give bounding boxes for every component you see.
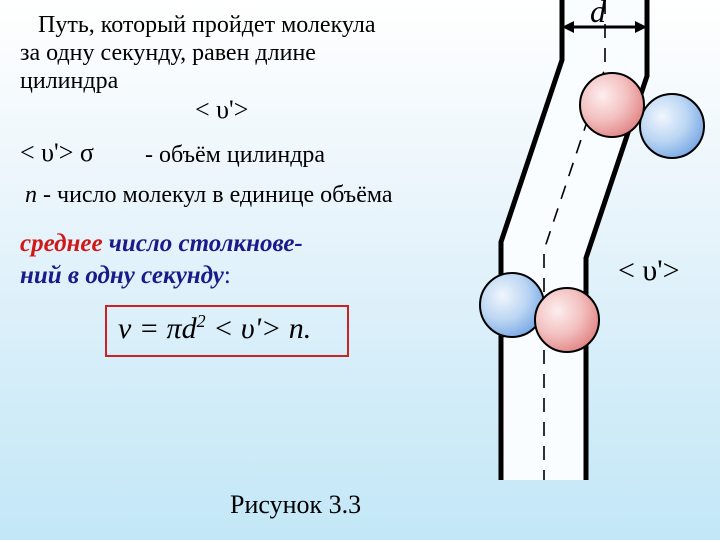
slide-root: Путь, который пройдет молекула за одну с… xyxy=(0,0,720,540)
formula-text: ν = πd2 < υ'> n. xyxy=(118,311,311,346)
molecule-red-bottom xyxy=(535,288,599,352)
v-prime-sigma-expr: < υ'> σ xyxy=(20,138,94,168)
mean-colon: : xyxy=(224,262,231,289)
mean-rest-2: ний в одну секунду xyxy=(20,262,224,289)
n-symbol: n xyxy=(25,182,37,208)
v-prime-expr-1: < υ'> xyxy=(195,95,248,125)
body-line-1: Путь, который пройдет молекула xyxy=(38,12,438,39)
pipe-fill xyxy=(501,0,647,480)
d-label: d xyxy=(590,0,607,29)
molecule-blue-bottom xyxy=(480,273,544,337)
volume-cylinder-label: - объём цилиндра xyxy=(145,142,325,169)
n-text: - число молекул в единице объёма xyxy=(37,182,393,208)
mean-word-red: среднее xyxy=(20,230,103,257)
figure-3-3: d < υ'> xyxy=(440,0,720,480)
molecule-red-top xyxy=(580,73,644,137)
mean-collisions-title: среднее число столкнове-ний в одну секун… xyxy=(20,228,380,292)
mean-rest-1: число столкнове- xyxy=(103,230,303,257)
v-prime-figure-label: < υ'> xyxy=(618,254,680,287)
n-definition-line: n - число молекул в единице объёма xyxy=(25,182,393,209)
figure-caption: Рисунок 3.3 xyxy=(230,490,361,520)
body-line-2: за одну секунду, равен длине xyxy=(20,40,420,67)
body-line-3: цилиндра xyxy=(20,68,420,95)
molecule-blue-top xyxy=(640,94,704,158)
